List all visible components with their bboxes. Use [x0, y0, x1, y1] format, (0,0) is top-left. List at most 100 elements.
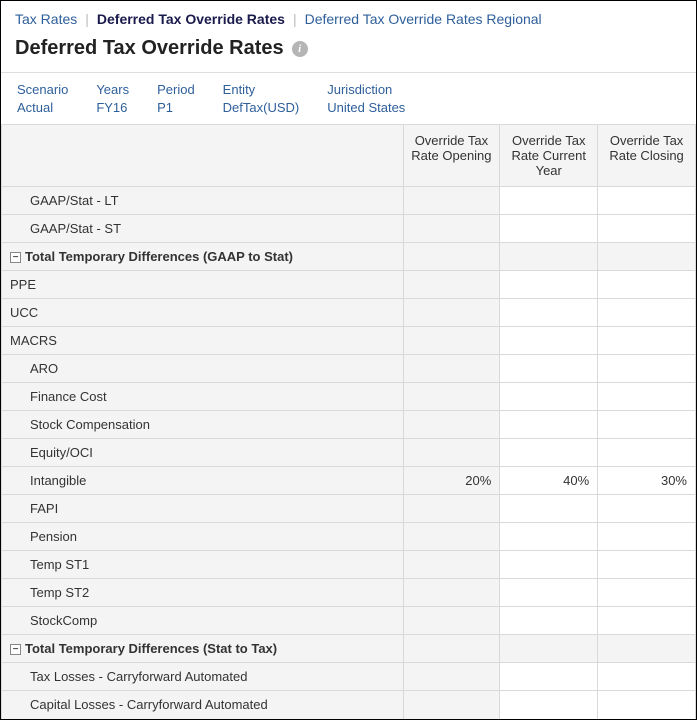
tab-deferred-override[interactable]: Deferred Tax Override Rates — [97, 11, 285, 27]
cell[interactable] — [403, 411, 500, 439]
tab-separator: | — [85, 11, 89, 27]
table-row: UCC — [2, 299, 696, 327]
cell[interactable] — [500, 383, 598, 411]
table-row: −Total Temporary Differences (Stat to Ta… — [2, 635, 696, 663]
cell[interactable] — [598, 523, 696, 551]
pov-entity[interactable]: Entity DefTax(USD) — [223, 81, 300, 116]
row-label[interactable]: UCC — [2, 299, 404, 327]
cell[interactable] — [598, 551, 696, 579]
table-row: Finance Cost — [2, 383, 696, 411]
cell[interactable] — [598, 215, 696, 243]
cell[interactable] — [598, 607, 696, 635]
info-icon[interactable]: i — [292, 41, 308, 57]
cell[interactable] — [598, 327, 696, 355]
cell[interactable] — [500, 663, 598, 691]
row-label[interactable]: GAAP/Stat - LT — [2, 187, 404, 215]
cell[interactable] — [403, 299, 500, 327]
row-label[interactable]: Pension — [2, 523, 404, 551]
row-label[interactable]: Intangible — [2, 467, 404, 495]
row-label[interactable]: Equity/OCI — [2, 439, 404, 467]
pov-scenario[interactable]: Scenario Actual — [17, 81, 68, 116]
cell[interactable] — [500, 187, 598, 215]
col-header-opening[interactable]: Override Tax Rate Opening — [403, 125, 500, 187]
cell[interactable] — [500, 523, 598, 551]
cell[interactable] — [500, 551, 598, 579]
cell[interactable] — [403, 663, 500, 691]
table-row: Equity/OCI — [2, 439, 696, 467]
tab-deferred-override-regional[interactable]: Deferred Tax Override Rates Regional — [305, 11, 542, 27]
cell[interactable] — [500, 299, 598, 327]
pov-jurisdiction[interactable]: Jurisdiction United States — [327, 81, 405, 116]
row-label[interactable]: Capital Losses - Carryforward Automated — [2, 691, 404, 719]
col-header-closing[interactable]: Override Tax Rate Closing — [598, 125, 696, 187]
cell[interactable] — [598, 383, 696, 411]
header-blank — [2, 125, 404, 187]
row-label[interactable]: MACRS — [2, 327, 404, 355]
cell[interactable] — [500, 439, 598, 467]
row-label[interactable]: FAPI — [2, 495, 404, 523]
row-label[interactable]: Temp ST2 — [2, 579, 404, 607]
page-title: Deferred Tax Override Rates — [15, 37, 284, 60]
row-label[interactable]: Temp ST1 — [2, 551, 404, 579]
row-label[interactable]: ARO — [2, 355, 404, 383]
cell[interactable] — [500, 215, 598, 243]
cell[interactable] — [598, 187, 696, 215]
cell[interactable] — [500, 411, 598, 439]
cell[interactable] — [500, 355, 598, 383]
cell[interactable] — [500, 607, 598, 635]
cell[interactable] — [598, 579, 696, 607]
collapse-icon[interactable]: − — [10, 252, 21, 263]
pov-label: Entity — [223, 81, 300, 99]
cell[interactable] — [598, 299, 696, 327]
cell[interactable] — [403, 635, 500, 663]
cell[interactable] — [403, 523, 500, 551]
cell[interactable] — [403, 551, 500, 579]
cell[interactable] — [500, 579, 598, 607]
collapse-icon[interactable]: − — [10, 644, 21, 655]
cell[interactable]: 20% — [403, 467, 500, 495]
cell[interactable] — [403, 383, 500, 411]
cell[interactable] — [598, 663, 696, 691]
cell[interactable]: 40% — [500, 467, 598, 495]
row-label[interactable]: Tax Losses - Carryforward Automated — [2, 663, 404, 691]
row-label[interactable]: StockComp — [2, 607, 404, 635]
table-row: Pension — [2, 523, 696, 551]
cell[interactable] — [598, 635, 696, 663]
cell[interactable]: 30% — [598, 467, 696, 495]
cell[interactable] — [500, 243, 598, 271]
cell[interactable] — [403, 439, 500, 467]
cell[interactable] — [403, 243, 500, 271]
tab-tax-rates[interactable]: Tax Rates — [15, 11, 77, 27]
cell[interactable] — [598, 271, 696, 299]
cell[interactable] — [403, 271, 500, 299]
cell[interactable] — [598, 355, 696, 383]
cell[interactable] — [403, 691, 500, 719]
table-row: Tax Losses - Carryforward Automated — [2, 663, 696, 691]
cell[interactable] — [598, 439, 696, 467]
row-label[interactable]: −Total Temporary Differences (GAAP to St… — [2, 243, 404, 271]
pov-years[interactable]: Years FY16 — [96, 81, 129, 116]
row-label[interactable]: Stock Compensation — [2, 411, 404, 439]
cell[interactable] — [598, 691, 696, 719]
cell[interactable] — [500, 635, 598, 663]
cell[interactable] — [500, 271, 598, 299]
cell[interactable] — [403, 327, 500, 355]
row-label[interactable]: PPE — [2, 271, 404, 299]
cell[interactable] — [403, 607, 500, 635]
cell[interactable] — [403, 355, 500, 383]
cell[interactable] — [500, 691, 598, 719]
col-header-current[interactable]: Override Tax Rate Current Year — [500, 125, 598, 187]
row-label[interactable]: GAAP/Stat - ST — [2, 215, 404, 243]
cell[interactable] — [500, 327, 598, 355]
cell[interactable] — [500, 495, 598, 523]
row-label[interactable]: Finance Cost — [2, 383, 404, 411]
cell[interactable] — [598, 411, 696, 439]
cell[interactable] — [403, 215, 500, 243]
cell[interactable] — [598, 495, 696, 523]
cell[interactable] — [403, 495, 500, 523]
cell[interactable] — [403, 579, 500, 607]
cell[interactable] — [403, 187, 500, 215]
cell[interactable] — [598, 243, 696, 271]
row-label[interactable]: −Total Temporary Differences (Stat to Ta… — [2, 635, 404, 663]
pov-period[interactable]: Period P1 — [157, 81, 195, 116]
